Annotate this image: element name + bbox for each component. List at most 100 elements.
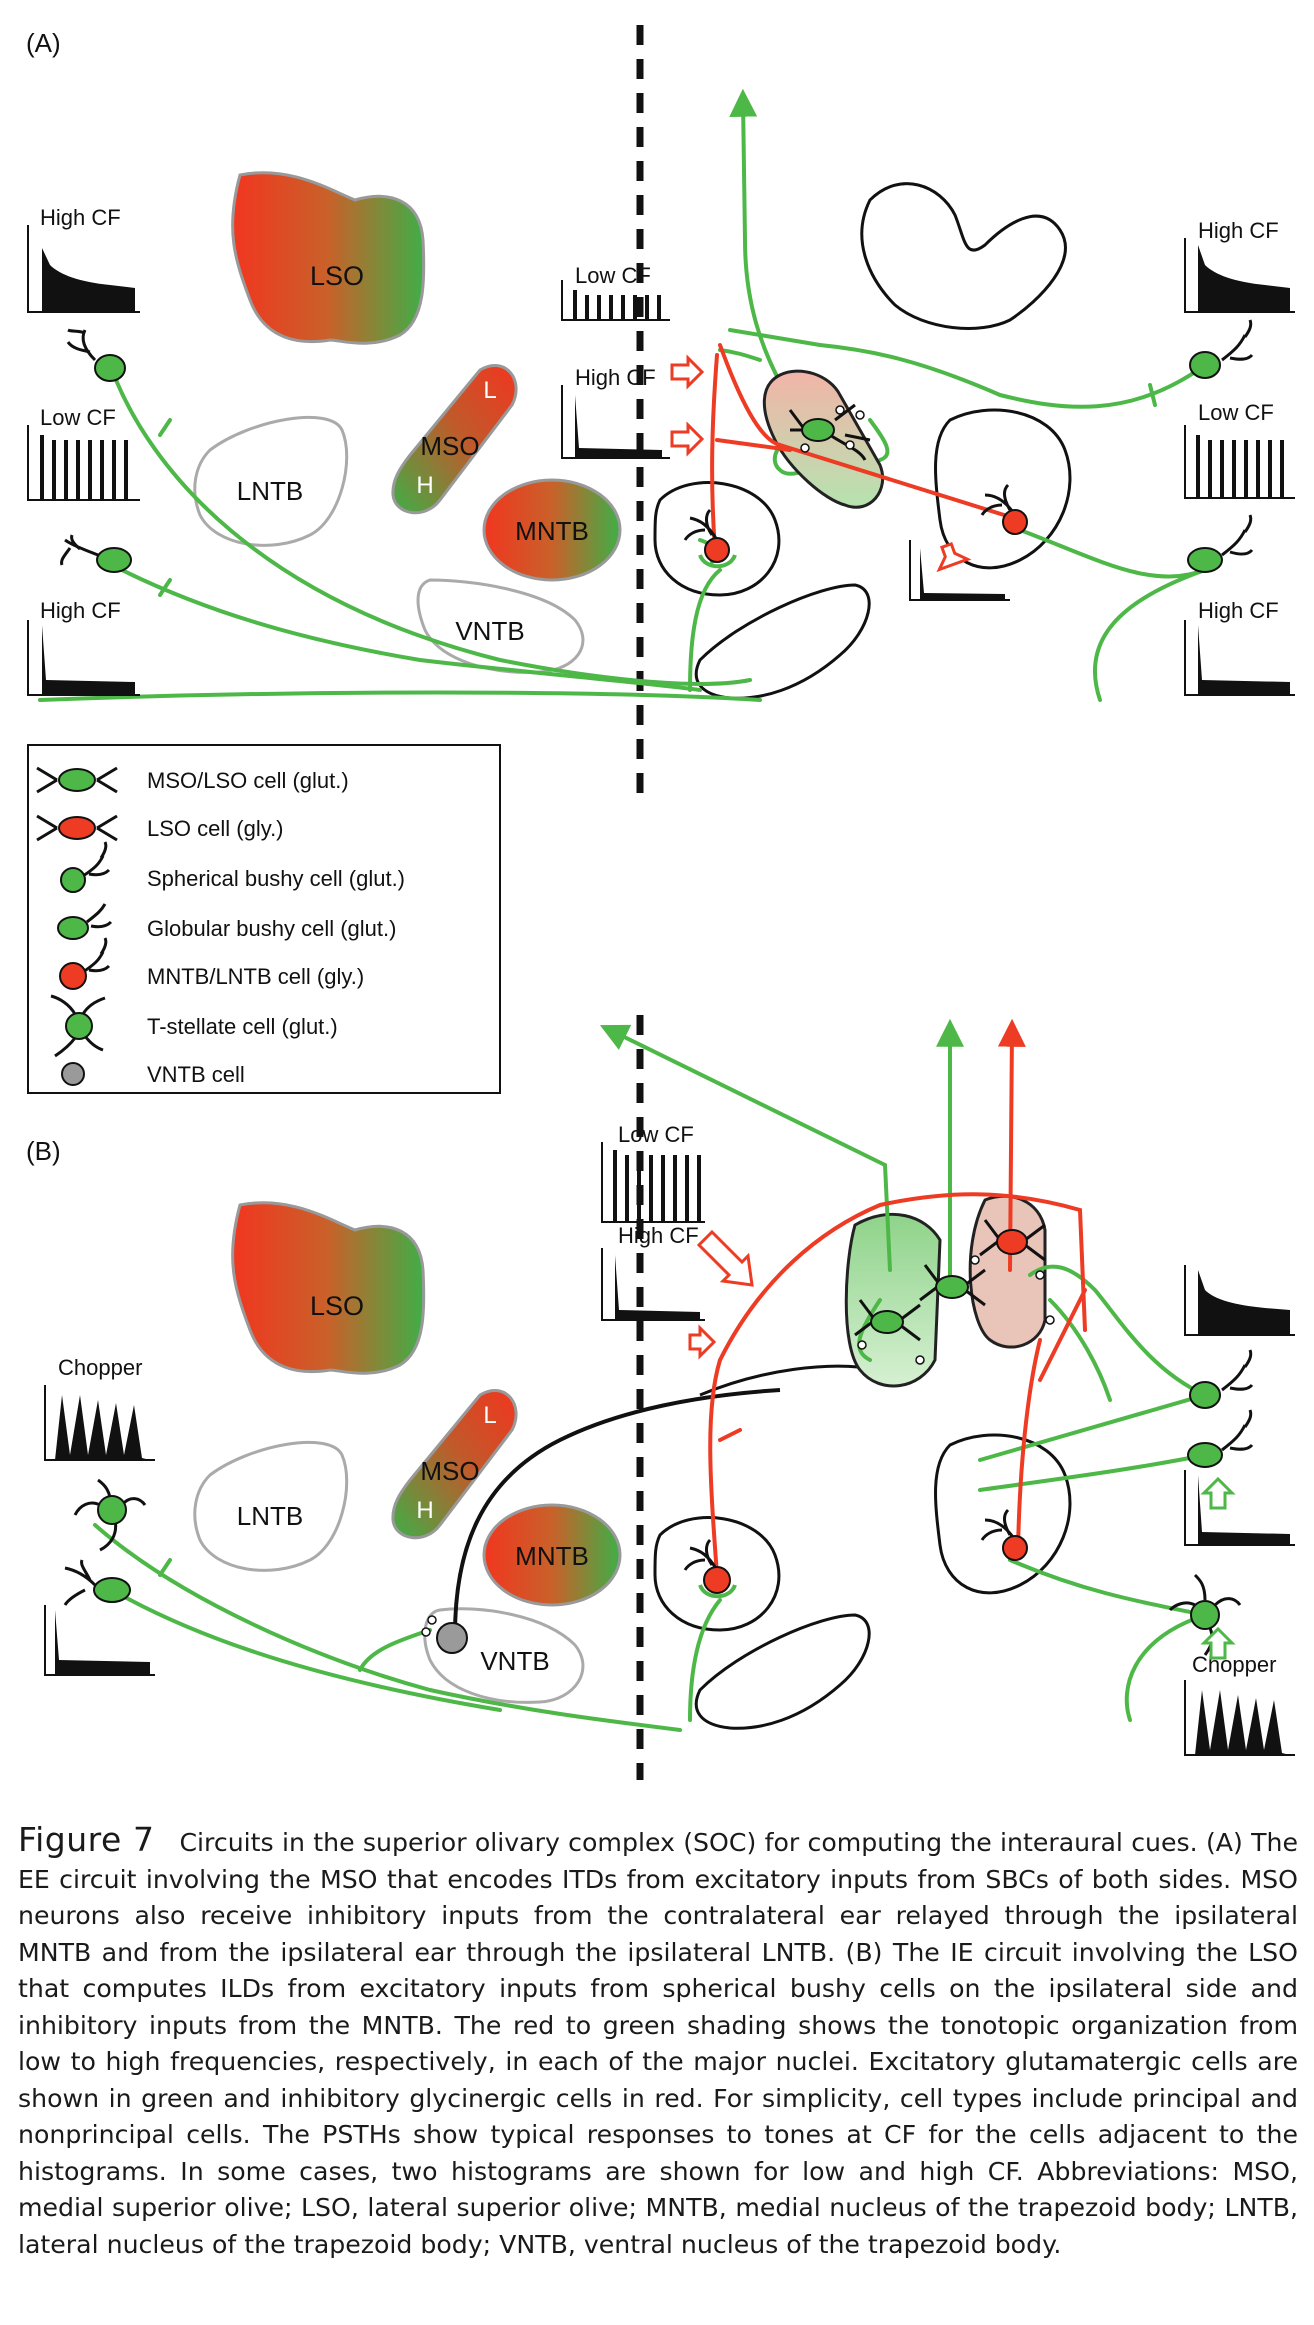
contra-vntb-outline: [694, 583, 871, 700]
psth-b-center-low-label: Low CF: [618, 1122, 694, 1147]
excitatory-pathways-a: [38, 88, 1207, 702]
psth-b-right-top: [1184, 1265, 1295, 1336]
vntb-cell-b: [421, 1615, 468, 1654]
psth-a-left-mid: Low CF: [27, 405, 140, 501]
mntb-cell-a-left: [683, 508, 737, 569]
mntb-label: MNTB: [515, 516, 589, 546]
contra-nucleus-top: [860, 182, 1067, 330]
legend-label-0: MSO/LSO cell (glut.): [147, 768, 349, 793]
psth-b-left-chopper: Chopper: [44, 1355, 155, 1461]
spherical-bushy-cell-a-left-bottom: [60, 534, 132, 573]
psth-a-center-low-label: Low CF: [575, 263, 651, 288]
mntb-cell-b-right: [980, 1508, 1028, 1561]
lso-nucleus: LSO: [231, 171, 426, 345]
mso-label: MSO: [420, 431, 479, 461]
contra-mso-nucleus-b: [844, 1212, 942, 1388]
mntb-cell-b-left: [683, 1538, 737, 1599]
psth-a-left-top-label: High CF: [40, 205, 121, 230]
lso-label: LSO: [310, 261, 364, 291]
legend-label-6: VNTB cell: [147, 1062, 245, 1087]
psth-a-center-low: Low CF: [561, 263, 670, 321]
inhibitory-pathways-b: [708, 1018, 1087, 1577]
mso-cell-a: [788, 403, 871, 461]
legend-label-5: T-stellate cell (glut.): [147, 1014, 338, 1039]
lso-label-b: LSO: [310, 1291, 364, 1321]
lntb-nucleus-b: LNTB: [193, 1440, 349, 1572]
legend-label-3: Globular bushy cell (glut.): [147, 916, 396, 941]
vntb-label: VNTB: [455, 616, 524, 646]
lso-cells-b: [854, 1219, 1055, 1365]
psth-a-contra-mntb: [909, 540, 1010, 601]
contralateral-outlines: [653, 182, 1072, 700]
psth-b-right-chopper-label: Chopper: [1192, 1652, 1276, 1677]
mntb-nucleus-b: MNTB: [482, 1503, 622, 1607]
vntb-nucleus: VNTB: [416, 578, 585, 674]
psth-b-left-chopper-label: Chopper: [58, 1355, 142, 1380]
psth-b-right-gbc: [1184, 1470, 1295, 1546]
spherical-bushy-cell-icon: [60, 841, 111, 893]
globular-bushy-cell-b-right: [1187, 1409, 1254, 1468]
t-stellate-cell-b-right: [1168, 1573, 1242, 1656]
t-stellate-cell-b-left: [73, 1478, 147, 1552]
spherical-bushy-cell-b-right-top: [1189, 1349, 1254, 1409]
mso-high-label: H: [416, 472, 433, 499]
legend-label-2: Spherical bushy cell (glut.): [147, 866, 405, 891]
psth-a-right-bottom-label: High CF: [1198, 598, 1279, 623]
psth-a-left-bottom-label: High CF: [40, 598, 121, 623]
mntb-lntb-cell-icon: [59, 937, 111, 990]
lso-nucleus-b: LSO: [231, 1201, 426, 1375]
mso-label-b: MSO: [420, 1456, 479, 1486]
vntb-axon: [453, 1388, 781, 1636]
mso-nucleus-b: L MSO H: [391, 1388, 518, 1540]
globular-bushy-cell-b-left: [63, 1559, 131, 1606]
excitatory-pathways-b: [93, 1018, 1207, 1732]
panel-a: (A) LSO L MSO H MNTB LNTB VNTB: [26, 25, 1295, 800]
panel-b-label: (B): [26, 1136, 61, 1166]
mntb-label-b: MNTB: [515, 1541, 589, 1571]
psth-a-left-mid-label: Low CF: [40, 405, 116, 430]
t-stellate-cell-icon: [50, 994, 106, 1058]
psth-b-center-high-label: High CF: [618, 1223, 699, 1248]
psth-a-left-top: High CF: [27, 205, 140, 313]
spherical-bushy-cell-a-left-top: [66, 328, 126, 382]
lntb-nucleus: LNTB: [193, 415, 349, 547]
lso-cell-icon: [36, 814, 118, 842]
mntb-nucleus: MNTB: [482, 478, 622, 582]
legend-label-4: MNTB/LNTB cell (gly.): [147, 964, 364, 989]
mntb-cell-a-right: [980, 483, 1028, 535]
vntb-label-b: VNTB: [480, 1646, 549, 1676]
globular-bushy-cell-icon: [57, 903, 113, 940]
psth-a-right-bottom: High CF: [1184, 598, 1295, 696]
caption-text: Circuits in the superior olivary complex…: [18, 1828, 1298, 2259]
lntb-label: LNTB: [237, 476, 303, 506]
psth-a-center-high-label: High CF: [575, 365, 656, 390]
soc-circuit-figure: (A) LSO L MSO H MNTB LNTB VNTB: [26, 25, 1295, 1780]
mso-nucleus: L MSO H: [391, 363, 518, 515]
contra-lso-nucleus-b: [968, 1194, 1047, 1349]
psth-a-right-top: High CF: [1184, 218, 1295, 313]
psth-b-left-gbc: [44, 1605, 155, 1676]
vntb-nucleus-b: VNTB: [423, 1607, 585, 1704]
contra-lso-outline: [653, 481, 781, 597]
inhibitory-pathways-a: [710, 343, 1022, 552]
vntb-cell-icon: [61, 1062, 85, 1086]
lntb-label-b: LNTB: [237, 1501, 303, 1531]
psth-b-center-low: Low CF: [601, 1122, 705, 1223]
psth-a-right-mid: Low CF: [1184, 400, 1295, 499]
legend-label-1: LSO cell (gly.): [147, 816, 284, 841]
contra-mntb-outline: [934, 408, 1072, 570]
panel-a-label: (A): [26, 28, 61, 58]
psth-b-right-chopper: Chopper: [1184, 1652, 1295, 1756]
psth-a-right-mid-label: Low CF: [1198, 400, 1274, 425]
input-arrows-b-green: [1200, 1476, 1236, 1660]
mso-low-label: L: [483, 377, 496, 404]
mso-lso-cell-icon: [36, 766, 118, 794]
figure-caption: Figure 7 Circuits in the superior olivar…: [18, 1820, 1298, 2263]
spherical-bushy-cell-a-right-bottom: [1187, 514, 1254, 573]
input-arrows-b: [688, 1229, 754, 1360]
spherical-bushy-cell-a-right-top: [1189, 319, 1254, 379]
input-arrows-a: [670, 354, 972, 573]
figure-label: Figure 7: [18, 1820, 155, 1859]
mso-low-label-b: L: [483, 1402, 496, 1429]
psth-a-left-bottom: High CF: [27, 598, 140, 696]
